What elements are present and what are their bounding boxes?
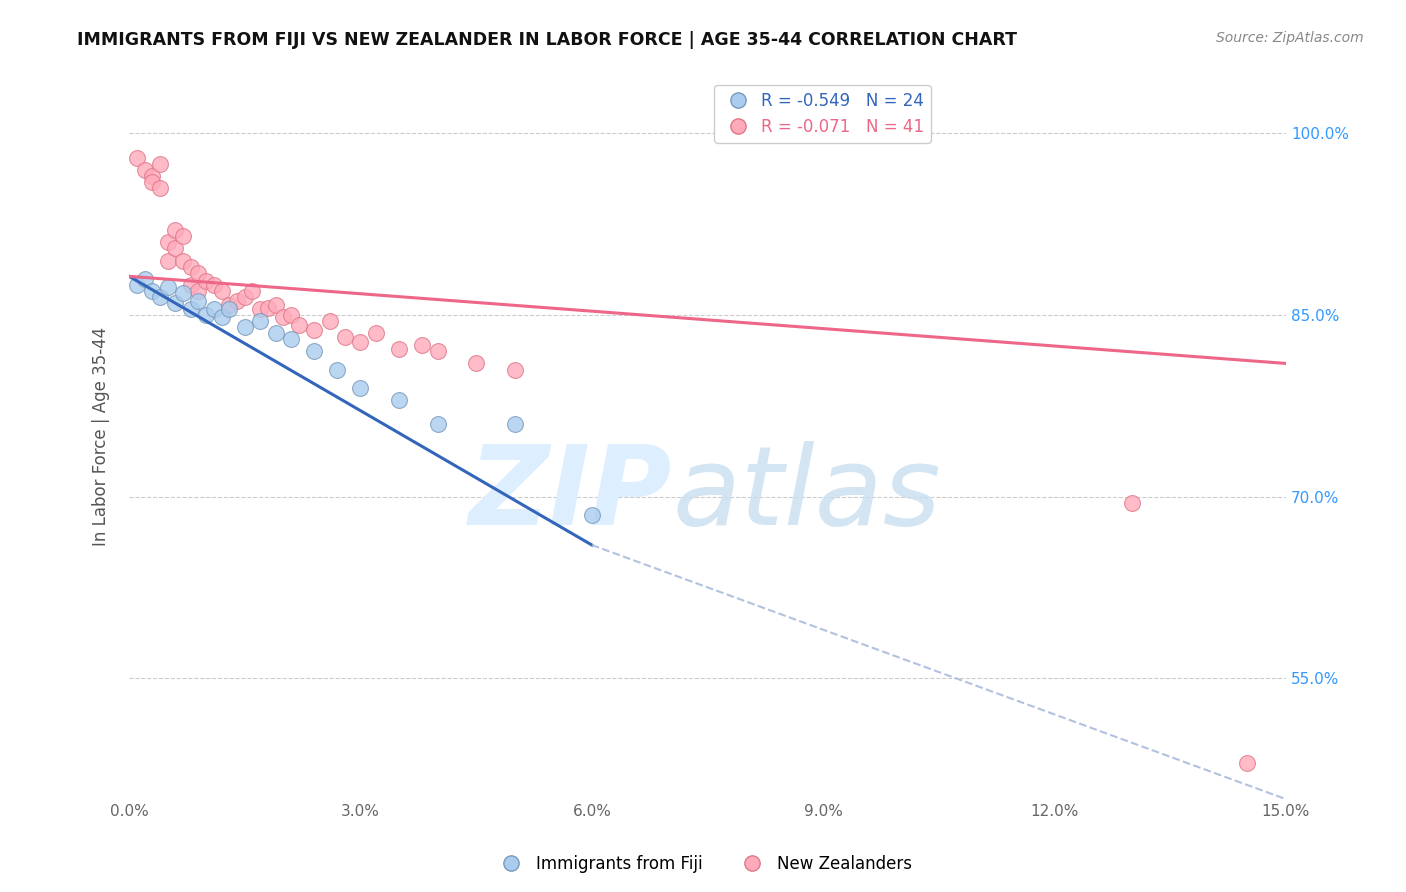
Point: [264, 298, 287, 312]
Point: [211, 310, 233, 325]
Point: [302, 344, 325, 359]
Point: [287, 318, 309, 332]
Point: [581, 508, 603, 522]
Point: [1236, 756, 1258, 770]
Point: [249, 301, 271, 316]
Point: [165, 242, 187, 256]
Point: [280, 332, 302, 346]
Point: [280, 308, 302, 322]
Point: [264, 326, 287, 341]
Point: [134, 162, 156, 177]
Text: ZIP: ZIP: [470, 441, 673, 548]
Point: [249, 314, 271, 328]
Point: [233, 290, 256, 304]
Point: [172, 253, 194, 268]
Point: [125, 277, 148, 292]
Point: [125, 151, 148, 165]
Point: [218, 298, 240, 312]
Point: [233, 320, 256, 334]
Point: [156, 235, 179, 250]
Point: [156, 253, 179, 268]
Point: [242, 284, 264, 298]
Point: [349, 381, 371, 395]
Point: [333, 330, 356, 344]
Point: [141, 169, 163, 183]
Point: [165, 223, 187, 237]
Point: [149, 157, 172, 171]
Point: [141, 284, 163, 298]
Point: [156, 280, 179, 294]
Point: [426, 344, 449, 359]
Point: [202, 301, 225, 316]
Text: Source: ZipAtlas.com: Source: ZipAtlas.com: [1216, 31, 1364, 45]
Point: [388, 392, 411, 407]
Point: [180, 301, 202, 316]
Legend: R = -0.549   N = 24, R = -0.071   N = 41: R = -0.549 N = 24, R = -0.071 N = 41: [714, 85, 931, 143]
Point: [465, 356, 488, 370]
Point: [187, 293, 209, 308]
Point: [1121, 495, 1143, 509]
Point: [349, 334, 371, 349]
Point: [273, 310, 295, 325]
Point: [172, 229, 194, 244]
Point: [149, 290, 172, 304]
Point: [411, 338, 433, 352]
Point: [211, 284, 233, 298]
Point: [165, 296, 187, 310]
Legend: Immigrants from Fiji, New Zealanders: Immigrants from Fiji, New Zealanders: [488, 848, 918, 880]
Point: [180, 260, 202, 274]
Point: [257, 301, 280, 315]
Point: [503, 417, 526, 431]
Point: [134, 271, 156, 285]
Text: atlas: atlas: [673, 441, 942, 548]
Y-axis label: In Labor Force | Age 35-44: In Labor Force | Age 35-44: [93, 326, 110, 546]
Point: [195, 308, 218, 322]
Point: [318, 314, 340, 328]
Point: [187, 266, 209, 280]
Point: [149, 181, 172, 195]
Point: [426, 417, 449, 431]
Point: [302, 322, 325, 336]
Point: [187, 284, 209, 298]
Point: [202, 277, 225, 292]
Point: [195, 274, 218, 288]
Point: [388, 342, 411, 356]
Point: [180, 277, 202, 292]
Point: [364, 326, 387, 341]
Point: [218, 301, 240, 316]
Point: [141, 175, 163, 189]
Point: [326, 362, 349, 376]
Point: [503, 362, 526, 376]
Point: [226, 293, 249, 308]
Point: [172, 286, 194, 301]
Text: IMMIGRANTS FROM FIJI VS NEW ZEALANDER IN LABOR FORCE | AGE 35-44 CORRELATION CHA: IMMIGRANTS FROM FIJI VS NEW ZEALANDER IN…: [77, 31, 1018, 49]
